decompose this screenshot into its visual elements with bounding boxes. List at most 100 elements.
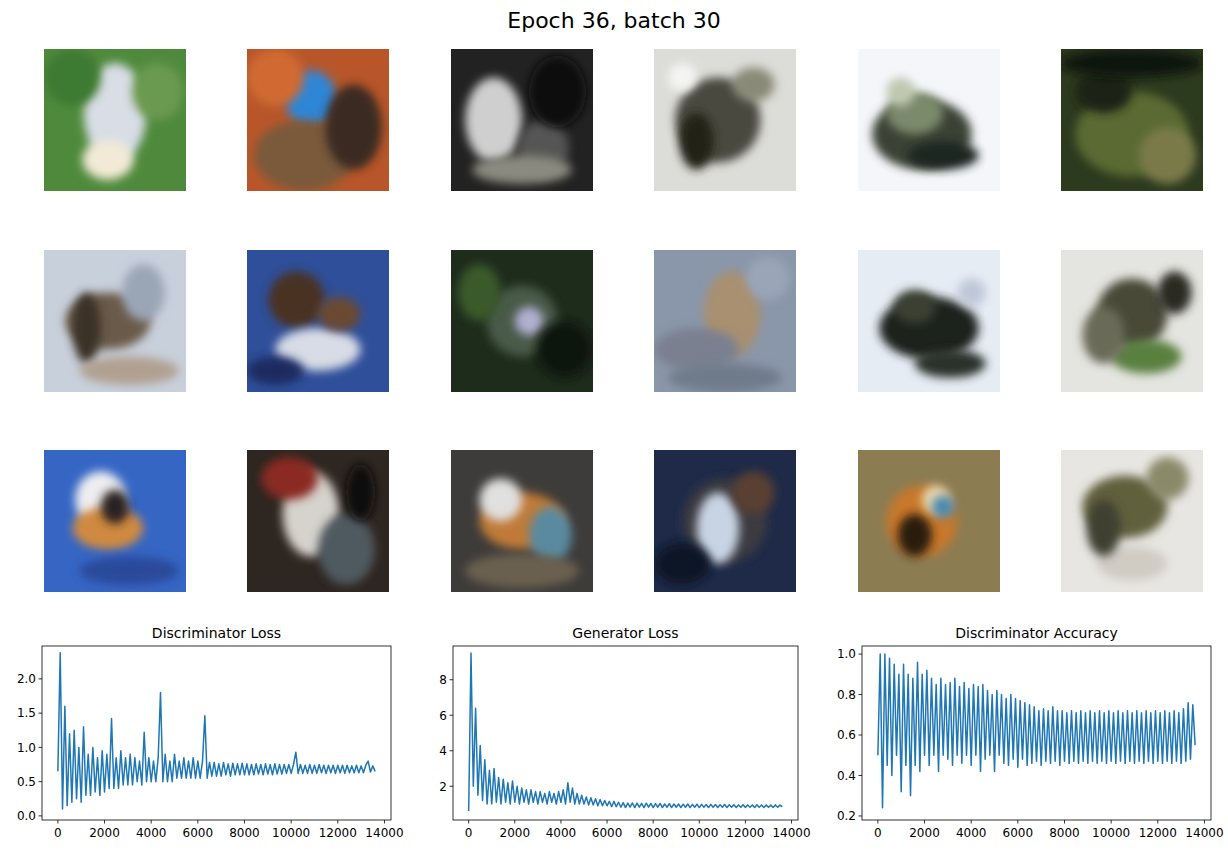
sample-blob [80, 557, 179, 585]
x-tick [653, 820, 654, 824]
sample-blob [932, 495, 955, 518]
x-tick [104, 820, 105, 824]
sample-blob [472, 156, 571, 184]
sample-background [451, 49, 593, 191]
sample-blob [515, 307, 543, 335]
x-tick [514, 820, 515, 824]
y-tick-label: 0.2 [837, 809, 856, 823]
x-tick [1064, 820, 1065, 824]
y-tick [450, 786, 454, 787]
series-line [469, 653, 783, 811]
x-tick [197, 820, 198, 824]
y-tick [450, 679, 454, 680]
sample-blob [898, 514, 932, 557]
sample-background [451, 250, 593, 392]
sample-blob [732, 67, 775, 101]
series-group [469, 653, 783, 811]
y-tick-label: 0.6 [837, 728, 856, 742]
x-tick [607, 820, 608, 824]
x-tick [151, 820, 152, 824]
x-tick [699, 820, 700, 824]
y-tick-label: 0.8 [837, 688, 856, 702]
series-line [878, 654, 1195, 808]
y-tick-label: 2.0 [17, 672, 36, 686]
y-tick-label: 0.0 [17, 809, 36, 823]
x-tick [57, 820, 58, 824]
x-tick-label: 10000 [272, 826, 310, 840]
sample-blob [668, 364, 782, 392]
x-tick [924, 820, 925, 824]
y-tick [859, 775, 863, 776]
sample-blob [536, 321, 593, 378]
x-tick-label: 12000 [1139, 826, 1177, 840]
y-tick [39, 678, 43, 679]
sample-blob [346, 464, 374, 521]
generated-sample [654, 250, 796, 392]
x-tick-label: 10000 [680, 826, 718, 840]
sample-blob [479, 478, 522, 521]
y-tick-label: 1.0 [837, 647, 856, 661]
chart: 020004000600080001000012000140000.00.51.… [17, 625, 404, 840]
x-tick-label: 6000 [183, 826, 214, 840]
x-tick-label: 2000 [500, 826, 531, 840]
sample-background [44, 450, 186, 592]
y-tick-label: 4 [439, 744, 447, 758]
generated-sample [247, 450, 389, 592]
y-tick [450, 715, 454, 716]
chart-title: Discriminator Accuracy [955, 625, 1117, 641]
sample-blob [318, 297, 361, 331]
y-tick [859, 654, 863, 655]
x-tick [468, 820, 469, 824]
generated-sample [451, 250, 593, 392]
generated-sample [654, 49, 796, 191]
x-tick [337, 820, 338, 824]
generated-sample [858, 250, 1000, 392]
sample-background [858, 450, 1000, 592]
x-tick-label: 4000 [136, 826, 167, 840]
sample-blob [1087, 500, 1121, 557]
y-tick [450, 750, 454, 751]
y-tick-label: 8 [439, 673, 447, 687]
sample-blob [1061, 49, 1203, 77]
generated-sample [247, 250, 389, 392]
generated-sample [858, 49, 1000, 191]
sample-blob [72, 293, 100, 364]
x-tick-label: 4000 [546, 826, 577, 840]
sample-blob [465, 77, 522, 162]
plot-area [862, 646, 1211, 820]
sample-blob [132, 63, 183, 120]
x-tick-label: 0 [54, 826, 62, 840]
y-tick [39, 815, 43, 816]
plot-area [453, 646, 798, 820]
y-tick [39, 781, 43, 782]
sample-background [44, 250, 186, 392]
series-line [58, 653, 375, 809]
sample-background [654, 49, 796, 191]
sample-background [1061, 250, 1203, 392]
x-tick-label: 8000 [1049, 826, 1080, 840]
x-tick-label: 10000 [1092, 826, 1130, 840]
figure: Epoch 36, batch 300200040006000800010000… [0, 0, 1228, 853]
sample-blob [247, 357, 304, 385]
sample-blob [915, 349, 986, 377]
sample-blob [654, 542, 711, 585]
x-tick-label: 0 [465, 826, 473, 840]
sample-blob [80, 357, 179, 385]
x-tick [1111, 820, 1112, 824]
chart: 020004000600080001000012000140002468Gene… [439, 625, 810, 840]
sample-blob [247, 49, 304, 106]
y-tick [39, 713, 43, 714]
generated-sample [1061, 49, 1203, 191]
generated-sample [44, 49, 186, 191]
sample-blob [82, 140, 133, 180]
sample-blob [529, 56, 586, 127]
generated-sample [451, 450, 593, 592]
x-tick [244, 820, 245, 824]
sample-blob [1146, 457, 1189, 500]
y-tick-label: 6 [439, 709, 447, 723]
sample-blob [668, 63, 696, 91]
x-tick-label: 12000 [726, 826, 764, 840]
sample-background [1061, 49, 1203, 191]
generated-sample [44, 250, 186, 392]
sample-blob [458, 264, 501, 321]
